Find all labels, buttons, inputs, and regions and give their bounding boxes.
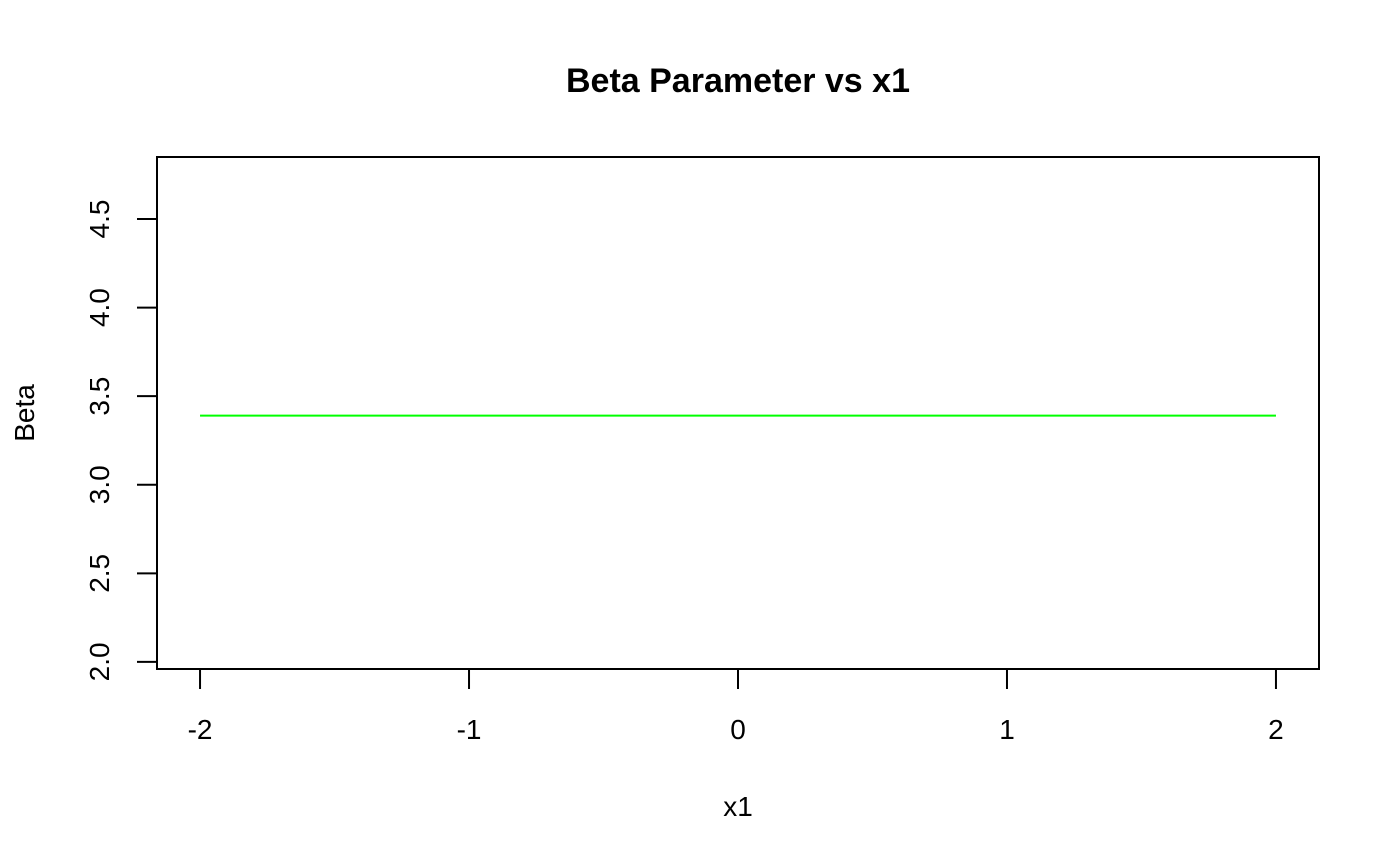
- x-axis: -2 -1 0 1 2: [188, 668, 1284, 745]
- y-tick-label: 2.0: [84, 642, 115, 681]
- y-tick-label: 4.5: [84, 200, 115, 239]
- x-tick-label: -2: [188, 714, 213, 745]
- y-axis: 2.0 2.5 3.0 3.5 4.0 4.5: [84, 200, 158, 681]
- y-tick-label: 2.5: [84, 554, 115, 593]
- x-tick-label: 2: [1268, 714, 1284, 745]
- plot-frame: [156, 156, 1320, 670]
- y-tick-label: 4.0: [84, 288, 115, 327]
- x-axis-label: x1: [723, 791, 753, 822]
- y-tick-label: 3.5: [84, 377, 115, 416]
- y-axis-label: Beta: [9, 384, 40, 442]
- x-tick-label: -1: [457, 714, 482, 745]
- y-tick-label: 3.0: [84, 465, 115, 504]
- chart-title: Beta Parameter vs x1: [566, 62, 910, 100]
- x-tick-label: 1: [999, 714, 1015, 745]
- x-tick-label: 0: [730, 714, 746, 745]
